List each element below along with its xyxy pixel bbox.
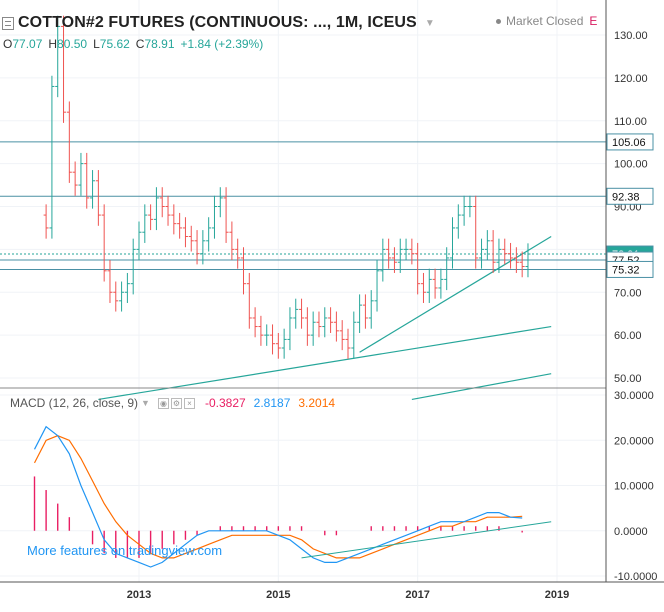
- trendline: [98, 325, 552, 401]
- price-tick-label: 120.00: [614, 73, 648, 85]
- low-label: L: [93, 37, 100, 51]
- macd-tick-label: 10.0000: [614, 481, 654, 493]
- eye-icon[interactable]: ◉: [157, 397, 169, 409]
- price-tick-label: 130.00: [614, 30, 648, 42]
- gear-icon[interactable]: ⚙: [170, 397, 182, 409]
- time-tick-label: 2017: [405, 589, 429, 601]
- price-tick-label: 50.00: [614, 373, 642, 385]
- horizontal-levels: [0, 141, 606, 270]
- price-axis: 130.00120.00110.00100.0090.0080.0070.006…: [614, 30, 648, 385]
- time-tick-label: 2013: [127, 589, 151, 601]
- price-tick-label: 60.00: [614, 330, 642, 342]
- price-tag-label: 105.06: [612, 137, 646, 149]
- price-tick-label: 100.00: [614, 159, 648, 171]
- price-tag-label: 92.38: [612, 191, 640, 203]
- macd-line-value: 2.8187: [253, 396, 291, 410]
- trendlines: [98, 235, 552, 401]
- time-axis: 2013 2015 2017 2019: [127, 589, 569, 601]
- trendline: [411, 373, 552, 401]
- price-tag-label: 75.32: [612, 264, 640, 276]
- close-label: C: [135, 37, 145, 51]
- price-tick-label: 110.00: [614, 116, 647, 128]
- low-value: 75.62: [99, 37, 130, 51]
- price-tag-box: [606, 133, 654, 151]
- macd-line: [33, 425, 523, 568]
- macd-signal-value: 3.2014: [298, 396, 336, 410]
- market-flag: E: [589, 14, 598, 28]
- macd-tick-label: 20.0000: [614, 435, 654, 447]
- macd-label[interactable]: MACD (12, 26, close, 9): [10, 396, 139, 410]
- macd-tick-label: 0.0000: [614, 526, 648, 538]
- symbol-icon[interactable]: [2, 16, 14, 30]
- promo-link[interactable]: More features on tradingview.com: [27, 543, 223, 558]
- ohlc-readout: O77.07 H80.50 L75.62 C78.91 +1.84 (+2.39%): [3, 37, 269, 51]
- status-dot-icon: [496, 19, 501, 25]
- macd-legend: MACD (12, 26, close, 9) ▼ ◉ ⚙ × -0.3827 …: [10, 396, 335, 410]
- time-tick-label: 2019: [545, 589, 569, 601]
- macd-hist-value: -0.3827: [204, 396, 246, 410]
- close-icon[interactable]: ×: [183, 397, 195, 409]
- macd-tick-label: 30.0000: [614, 390, 654, 402]
- price-tick-label: 70.00: [614, 287, 642, 299]
- close-value: 78.91: [144, 37, 175, 51]
- candlesticks: [43, 15, 531, 359]
- chevron-down-icon[interactable]: ▼: [424, 17, 435, 29]
- trendline: [359, 235, 552, 353]
- high-value: 80.50: [57, 37, 88, 51]
- open-label: O: [3, 37, 13, 51]
- macd-tick-label: -10.0000: [614, 571, 657, 583]
- macd-trendline: [301, 521, 552, 559]
- chart-header: COTTON#2 FUTURES (CONTINUOUS: ..., 1M, I…: [2, 12, 435, 34]
- chart-grid: [0, 0, 606, 582]
- time-tick-label: 2015: [266, 589, 290, 601]
- macd-axis: 30.0000 20.0000 10.0000 0.0000 -10.0000: [614, 390, 657, 583]
- macd-chevron-down-icon[interactable]: ▼: [141, 398, 150, 408]
- macd-pane: [33, 425, 552, 568]
- price-tag-box: [606, 187, 654, 205]
- high-label: H: [48, 37, 58, 51]
- change-value: +1.84 (+2.39%): [180, 37, 264, 51]
- market-status-text: Market Closed: [506, 14, 584, 28]
- symbol-title[interactable]: COTTON#2 FUTURES (CONTINUOUS: ..., 1M, I…: [18, 14, 417, 31]
- price-tag-box: [606, 260, 654, 278]
- open-value: 77.07: [12, 37, 43, 51]
- market-status: Market Closed E: [496, 14, 597, 28]
